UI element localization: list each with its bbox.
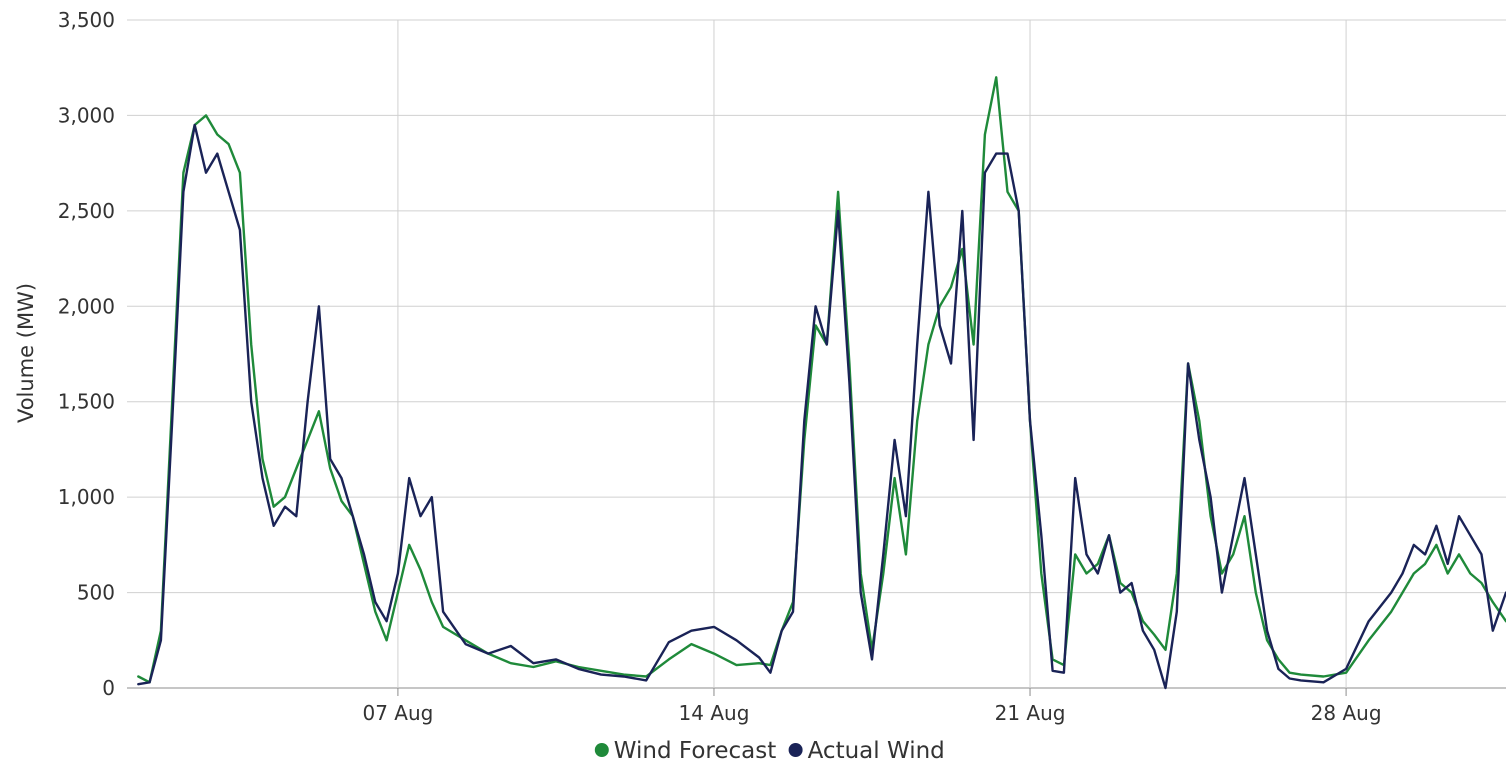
y-tick-label: 0 bbox=[102, 676, 115, 700]
series-line-actual-wind bbox=[137, 123, 1506, 690]
legend-item-wind-forecast[interactable]: Wind Forecast bbox=[594, 738, 776, 764]
legend-marker-icon bbox=[594, 743, 609, 757]
grid-layer bbox=[127, 19, 1506, 689]
series-line-wind-forecast bbox=[137, 76, 1506, 684]
x-tick-label: 07 Aug bbox=[362, 701, 433, 725]
y-tick-label: 2,500 bbox=[58, 199, 115, 223]
y-tick-label: 3,500 bbox=[58, 8, 115, 32]
x-tick-label: 21 Aug bbox=[995, 701, 1066, 725]
legend-label: Actual Wind bbox=[808, 738, 945, 764]
legend-label: Wind Forecast bbox=[614, 738, 776, 764]
y-tick-label: 500 bbox=[77, 581, 115, 605]
y-tick-label: 2,000 bbox=[58, 294, 115, 318]
y-axis-title: Volume (MW) bbox=[14, 283, 38, 423]
legend: Wind Forecast Actual Wind bbox=[594, 738, 945, 764]
legend-item-actual-wind[interactable]: Actual Wind bbox=[788, 738, 945, 764]
y-tick-label: 1,000 bbox=[58, 485, 115, 509]
y-tick-label: 3,000 bbox=[58, 103, 115, 127]
series-layer bbox=[137, 76, 1506, 690]
x-tick-label: 28 Aug bbox=[1311, 701, 1382, 725]
x-tick-label: 14 Aug bbox=[679, 701, 750, 725]
axis-layer: 0 500 1,000 1,500 2,000 2,500 3,000 3,500 07 Aug… bbox=[58, 8, 1382, 725]
legend-marker-icon bbox=[788, 743, 803, 757]
y-tick-label: 1,500 bbox=[58, 390, 115, 414]
